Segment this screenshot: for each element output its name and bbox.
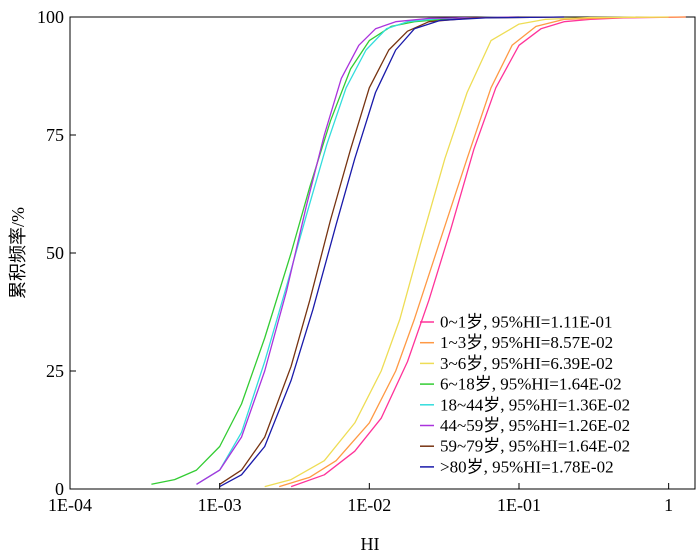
series-line-3 (151, 16, 520, 485)
y-tick-label: 75 (46, 125, 64, 145)
legend-label-6: 59~79岁, 95%HI=1.64E-02 (440, 437, 630, 456)
legend-label-3: 6~18岁, 95%HI=1.64E-02 (440, 375, 622, 394)
series-line-2 (264, 16, 669, 488)
y-tick-label: 50 (46, 243, 64, 263)
y-tick-label: 25 (46, 361, 64, 381)
legend-label-4: 18~44岁, 95%HI=1.36E-02 (440, 395, 630, 414)
y-tick-label: 100 (37, 7, 64, 27)
series-line-0 (290, 16, 686, 488)
y-axis: 0 25 50 75 100 (37, 7, 76, 499)
x-axis-title: HI (361, 534, 380, 554)
legend-label-7: >80岁, 95%HI=1.78E-02 (440, 457, 614, 476)
legend: 0~1岁, 95%HI=1.11E-011~3岁, 95%HI=8.57E-02… (420, 313, 630, 476)
series-line-1 (279, 16, 686, 488)
x-tick-label: 1E-04 (48, 495, 92, 515)
x-tick-label: 1E-01 (497, 495, 541, 515)
y-tick-label: 0 (55, 479, 64, 499)
legend-label-5: 44~59岁, 95%HI=1.26E-02 (440, 416, 630, 435)
legend-label-1: 1~3岁, 95%HI=8.57E-02 (440, 333, 613, 352)
x-axis: 1E-04 1E-03 1E-02 1E-01 1 (48, 483, 673, 515)
series-line-5 (196, 16, 520, 485)
legend-label-0: 0~1岁, 95%HI=1.11E-01 (440, 313, 613, 332)
y-axis-title: 累积频率/% (8, 207, 28, 299)
x-tick-label: 1E-02 (347, 495, 391, 515)
x-tick-label: 1E-03 (198, 495, 242, 515)
curves-group (151, 16, 686, 488)
series-line-6 (219, 16, 565, 485)
legend-label-2: 3~6岁, 95%HI=6.39E-02 (440, 354, 613, 373)
x-tick-label: 1 (664, 495, 673, 515)
series-line-4 (196, 16, 520, 485)
series-line-7 (219, 16, 565, 488)
